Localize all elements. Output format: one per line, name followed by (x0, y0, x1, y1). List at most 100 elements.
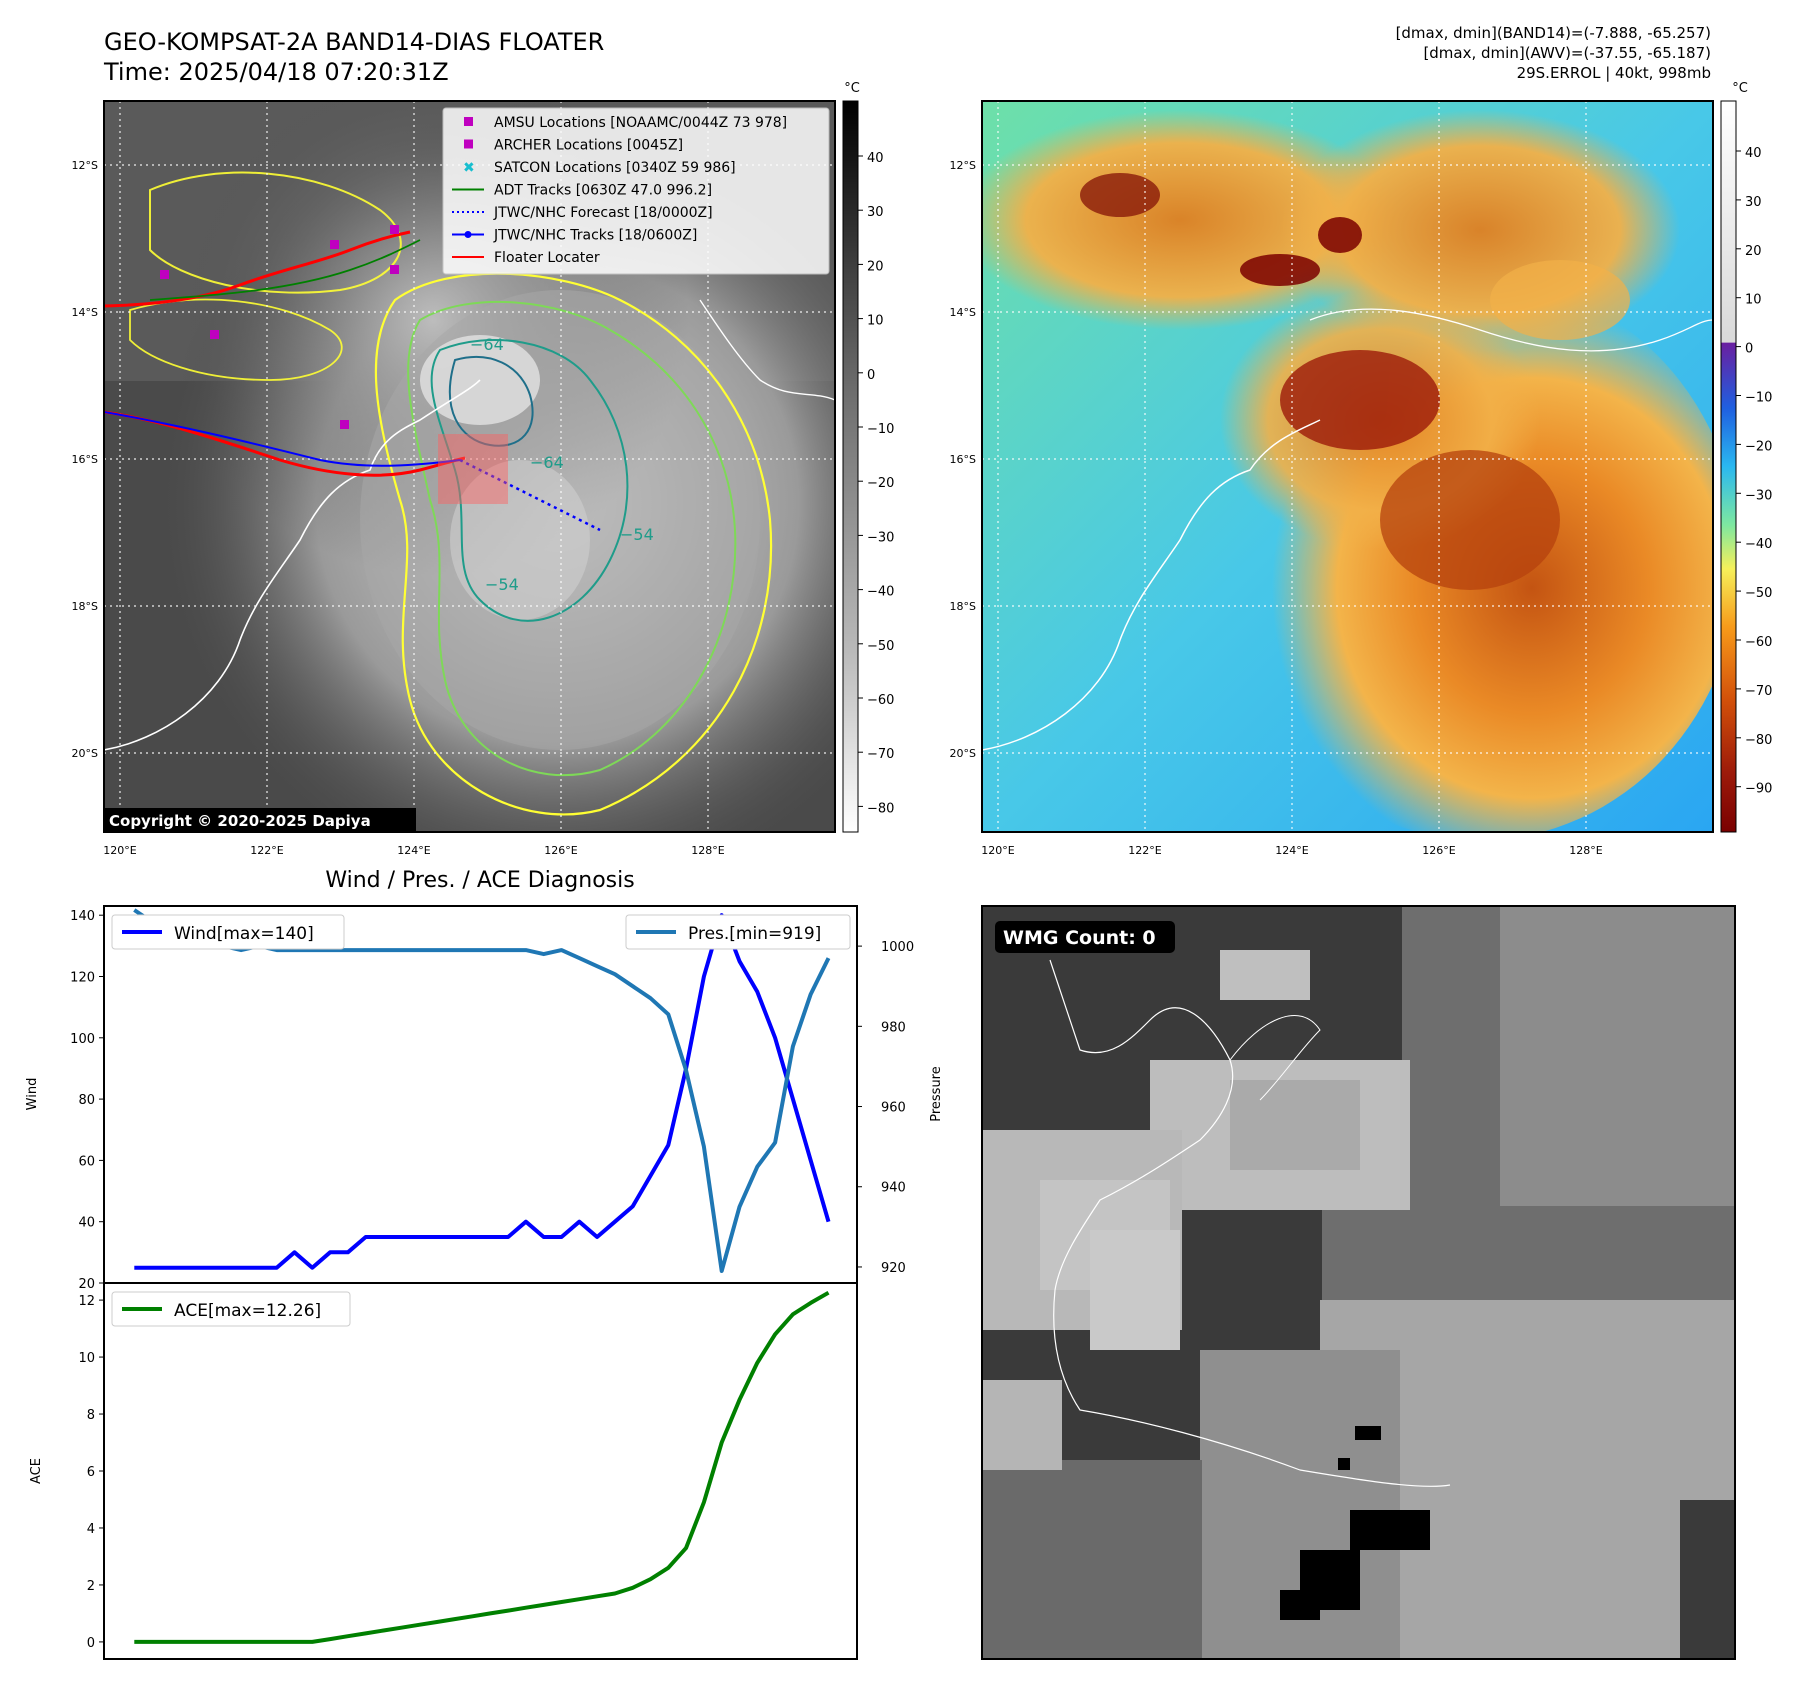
lon-tick-label: 122°E (250, 844, 283, 857)
colorbar-tick-label: −30 (1745, 488, 1772, 503)
colorbar-tick-label: 20 (1745, 244, 1762, 259)
legend-marker-dot (464, 231, 472, 238)
color-frame (981, 100, 1714, 833)
figure-time: Time: 2025/04/18 07:20:31Z (103, 58, 449, 86)
contour-label: −64 (470, 335, 504, 354)
legend-marker-square (464, 139, 473, 149)
colorbar-tick-label: 10 (1745, 293, 1762, 308)
colorbar-tick-label: −40 (867, 585, 894, 600)
colorbar-tick-label: −10 (1745, 391, 1772, 406)
y-right-tick-label: 960 (881, 1101, 906, 1116)
copyright-text: Copyright © 2020-2025 Dapiya (109, 812, 371, 830)
meta-band14: [dmax, dmin](BAND14)=(-7.888, -65.257) (1396, 24, 1711, 42)
colorbar-tick-label: 40 (1745, 146, 1762, 161)
colorbar-tick-label: −80 (867, 801, 894, 816)
colorbar-tick-label: −40 (1745, 537, 1772, 552)
colorbar-tick-label: −70 (1745, 684, 1772, 699)
ace-chart: ACE 0 2 4 6 8 10 12 ACE[max=12.26] (29, 1282, 858, 1660)
wmg-coastline (1049, 959, 1451, 1487)
y-tick-label: 8 (87, 1408, 95, 1423)
color-gridlines (982, 101, 1713, 832)
lat-tick-label: 14°S (950, 306, 976, 319)
lat-tick-label: 20°S (950, 747, 976, 760)
contour-teal (430, 339, 629, 622)
jtwc-forecast (459, 458, 601, 532)
lat-tick-label: 18°S (72, 600, 98, 613)
floater-track-north (104, 230, 411, 308)
y-tick-label: 6 (87, 1465, 95, 1480)
legend-label: ARCHER Locations [0045Z] (494, 138, 683, 154)
lat-tick-label: 18°S (950, 600, 976, 613)
y-tick-label: 0 (87, 1636, 95, 1651)
floater-box (438, 434, 508, 504)
y-right-tick-label: 940 (881, 1181, 906, 1196)
ir-panel: −64 −64 −54 −54 AMSU Locations [NOAAMC/0… (72, 81, 895, 857)
color-coastline (982, 419, 1321, 751)
wmg-count-label: WMG Count: 0 (1003, 927, 1156, 949)
lon-tick-label: 122°E (1128, 844, 1161, 857)
colorbar-tick-label: 30 (1745, 195, 1762, 210)
lon-tick-label: 128°E (1569, 844, 1602, 857)
y-tick-label: 40 (78, 1216, 95, 1231)
legend-label: JTWC/NHC Forecast [18/0000Z] (493, 205, 713, 221)
y-tick-label: 12 (78, 1294, 95, 1309)
meta-storm: 29S.ERROL | 40kt, 998mb (1517, 64, 1711, 82)
series-line (134, 1290, 830, 1644)
pressure-legend: Pres.[min=919] (625, 914, 851, 950)
wind-axis-label: Wind (25, 1078, 40, 1111)
y-tick-label: 10 (78, 1351, 95, 1366)
wind-legend-label: Wind[max=140] (174, 924, 314, 944)
y-right-tick-label: 1000 (881, 940, 914, 955)
colorbar-tick-label: 0 (1745, 342, 1753, 357)
colorbar-tick-label: −70 (867, 747, 894, 762)
color-colorbar-unit: °C (1732, 81, 1748, 96)
ir-colorbar (842, 100, 859, 833)
ace-legend: ACE[max=12.26] (111, 1291, 351, 1327)
colorbar-tick-label: −20 (867, 476, 894, 491)
ace-axes (103, 1282, 858, 1660)
colorbar-tick-label: −20 (1745, 439, 1772, 454)
colorbar-tick-label: −60 (1745, 635, 1772, 650)
legend-label: SATCON Locations [0340Z 59 986] (494, 160, 736, 176)
wmg-frame (981, 905, 1736, 1660)
contour-yellow (374, 272, 773, 816)
y-right-tick-label: 980 (881, 1020, 906, 1035)
colorbar-tick-label: −50 (867, 639, 894, 654)
ir-legend: AMSU Locations [NOAAMC/0044Z 73 978] ARCH… (442, 107, 830, 275)
lon-tick-label: 126°E (544, 844, 577, 857)
y-tick-label: 80 (78, 1093, 95, 1108)
y-tick-label: 4 (87, 1522, 95, 1537)
ace-axis-label: ACE (29, 1458, 44, 1484)
color-colorbar (1720, 100, 1737, 833)
floater-track-south (104, 410, 466, 477)
colorbar-tick-label: 0 (867, 368, 875, 383)
lat-tick-label: 12°S (950, 159, 976, 172)
contour-green (407, 300, 737, 777)
y-tick-label: 100 (70, 1032, 95, 1047)
colorbar-tick-label: 20 (867, 259, 884, 274)
y-tick-label: 20 (78, 1277, 95, 1292)
contour-label: −64 (530, 453, 564, 472)
y-tick-label: 60 (78, 1154, 95, 1169)
ace-legend-label: ACE[max=12.26] (174, 1301, 321, 1321)
chart-title: Wind / Pres. / ACE Diagnosis (325, 868, 634, 893)
wmg-panel: WMG Count: 0 (981, 905, 1736, 1660)
legend-marker-x: ✖ (463, 160, 475, 176)
adt-track (149, 239, 421, 301)
lat-tick-label: 16°S (950, 453, 976, 466)
colorbar-tick-label: −60 (867, 693, 894, 708)
contour-label: −54 (620, 525, 654, 544)
lon-tick-label: 124°E (1275, 844, 1308, 857)
colorbar-tick-label: −50 (1745, 586, 1772, 601)
pressure-legend-label: Pres.[min=919] (688, 924, 821, 944)
colorbar-tick-label: −80 (1745, 733, 1772, 748)
legend-label: ADT Tracks [0630Z 47.0 996.2] (494, 183, 712, 199)
wmg-count-badge (995, 921, 1175, 953)
legend-label: AMSU Locations [NOAAMC/0044Z 73 978] (494, 115, 787, 131)
lon-tick-label: 126°E (1422, 844, 1455, 857)
colorbar-tick-label: 30 (867, 205, 884, 220)
lon-tick-label: 128°E (691, 844, 724, 857)
wind-legend: Wind[max=140] (111, 914, 345, 950)
color-ir-panel: °C 403020100−10−20−30−40−50−60−70−80−90 … (950, 81, 1773, 857)
ir-frame (103, 100, 836, 833)
